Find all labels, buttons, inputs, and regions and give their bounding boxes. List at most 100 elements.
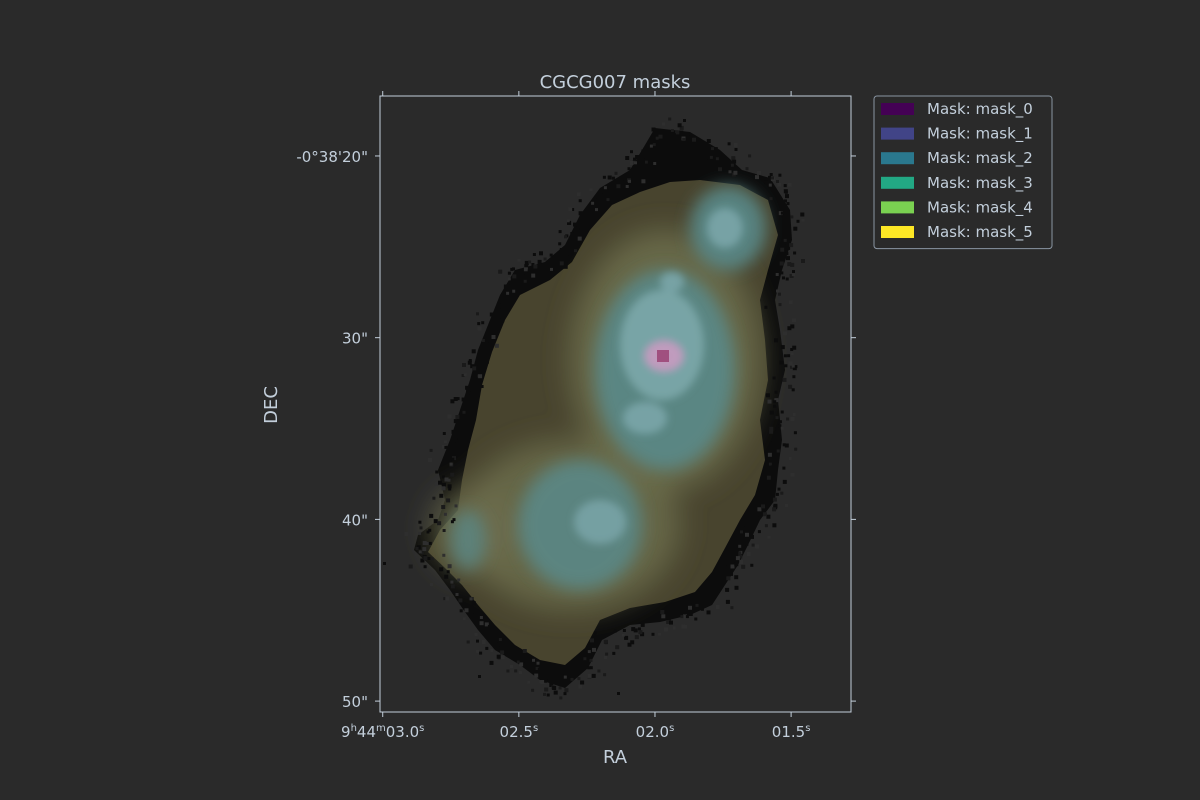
noise-pixel [422, 547, 427, 552]
noise-pixel [695, 603, 699, 607]
noise-pixel [506, 291, 510, 295]
noise-pixel [472, 366, 477, 371]
noise-pixel [518, 671, 522, 675]
noise-pixel [479, 616, 483, 619]
noise-pixel [535, 667, 539, 670]
noise-pixel [509, 281, 513, 285]
noise-pixel [789, 274, 794, 278]
noise-pixel [663, 627, 668, 632]
noise-pixel [792, 375, 796, 379]
edge-noise [383, 117, 805, 700]
noise-pixel [688, 605, 692, 610]
noise-pixel [783, 184, 787, 188]
noise-pixel [462, 410, 466, 414]
noise-pixel [573, 231, 577, 234]
noise-pixel [442, 432, 446, 435]
noise-pixel [785, 252, 789, 256]
noise-pixel [772, 497, 777, 502]
noise-pixel [433, 519, 438, 524]
noise-pixel [756, 170, 761, 175]
noise-pixel [558, 686, 562, 690]
noise-pixel [536, 661, 540, 665]
noise-pixel [787, 354, 791, 358]
noise-pixel [485, 618, 490, 623]
legend-swatch [881, 127, 914, 140]
noise-pixel [783, 189, 788, 194]
noise-pixel [432, 496, 436, 500]
noise-pixel [461, 397, 466, 402]
noise-pixel [507, 277, 511, 281]
noise-pixel [700, 607, 704, 611]
noise-pixel [785, 504, 789, 507]
noise-pixel [484, 622, 489, 627]
noise-pixel [774, 390, 778, 394]
noise-pixel [782, 466, 786, 470]
noise-pixel [793, 226, 798, 231]
noise-pixel [500, 650, 505, 655]
noise-pixel [578, 199, 582, 203]
noise-pixel [641, 179, 646, 184]
x-tick-label: 9h​44m​03.0s​ [341, 723, 424, 741]
noise-pixel [589, 666, 593, 670]
noise-pixel [540, 680, 545, 684]
noise-pixel [614, 180, 618, 183]
noise-pixel [510, 665, 513, 669]
noise-pixel [757, 507, 762, 512]
noise-pixel [466, 640, 470, 644]
noise-pixel [739, 559, 744, 564]
noise-pixel [464, 608, 469, 613]
noise-pixel [629, 160, 634, 165]
x-axis-label: RA [603, 747, 628, 768]
noise-pixel [649, 144, 653, 148]
x-tick-label: 01.5s​ [772, 723, 811, 741]
noise-pixel [485, 627, 488, 630]
noise-pixel [801, 259, 805, 263]
noise-pixel [428, 528, 432, 532]
noise-pixel [707, 159, 712, 164]
noise-pixel [706, 610, 711, 615]
noise-pixel [419, 526, 423, 530]
noise-pixel [439, 493, 444, 498]
noise-pixel [630, 150, 633, 154]
noise-pixel [658, 134, 663, 139]
noise-pixel [404, 532, 409, 536]
noise-pixel [788, 457, 792, 461]
noise-pixel [573, 222, 577, 227]
noise-pixel [558, 242, 562, 246]
noise-pixel [570, 677, 574, 681]
noise-pixel [767, 399, 772, 404]
noise-pixel [603, 186, 607, 190]
noise-pixel [450, 584, 455, 589]
noise-pixel [437, 521, 442, 526]
noise-pixel [528, 260, 532, 264]
noise-pixel [428, 457, 432, 462]
legend-swatch [881, 201, 914, 214]
noise-pixel [528, 278, 533, 283]
noise-pixel [480, 625, 483, 629]
noise-pixel [470, 364, 475, 369]
noise-pixel [592, 647, 596, 652]
noise-pixel [519, 662, 524, 667]
noise-pixel [790, 416, 795, 421]
noise-pixel [689, 135, 693, 139]
noise-pixel [771, 465, 775, 470]
noise-pixel [531, 263, 535, 266]
noise-pixel [662, 122, 666, 126]
noise-pixel [557, 252, 562, 257]
noise-pixel [617, 692, 620, 695]
noise-pixel [625, 185, 629, 188]
noise-pixel [531, 273, 536, 278]
noise-pixel [715, 605, 720, 609]
noise-pixel [779, 261, 784, 266]
noise-pixel [771, 441, 776, 446]
noise-pixel [474, 632, 478, 636]
noise-pixel [764, 524, 768, 528]
noise-pixel [662, 137, 667, 142]
noise-pixel [430, 557, 434, 561]
noise-pixel [512, 267, 515, 271]
noise-pixel [517, 258, 521, 262]
noise-pixel [473, 613, 477, 617]
noise-pixel [476, 649, 480, 653]
noise-pixel [606, 198, 610, 202]
noise-pixel [455, 593, 459, 596]
